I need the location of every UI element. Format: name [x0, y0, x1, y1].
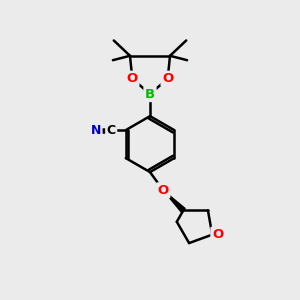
Text: O: O: [158, 184, 169, 197]
Text: O: O: [162, 72, 173, 85]
Text: C: C: [106, 124, 116, 136]
Text: N: N: [91, 124, 101, 136]
Text: O: O: [127, 72, 138, 85]
Text: O: O: [212, 228, 223, 241]
Polygon shape: [163, 190, 185, 212]
Text: B: B: [145, 88, 155, 100]
